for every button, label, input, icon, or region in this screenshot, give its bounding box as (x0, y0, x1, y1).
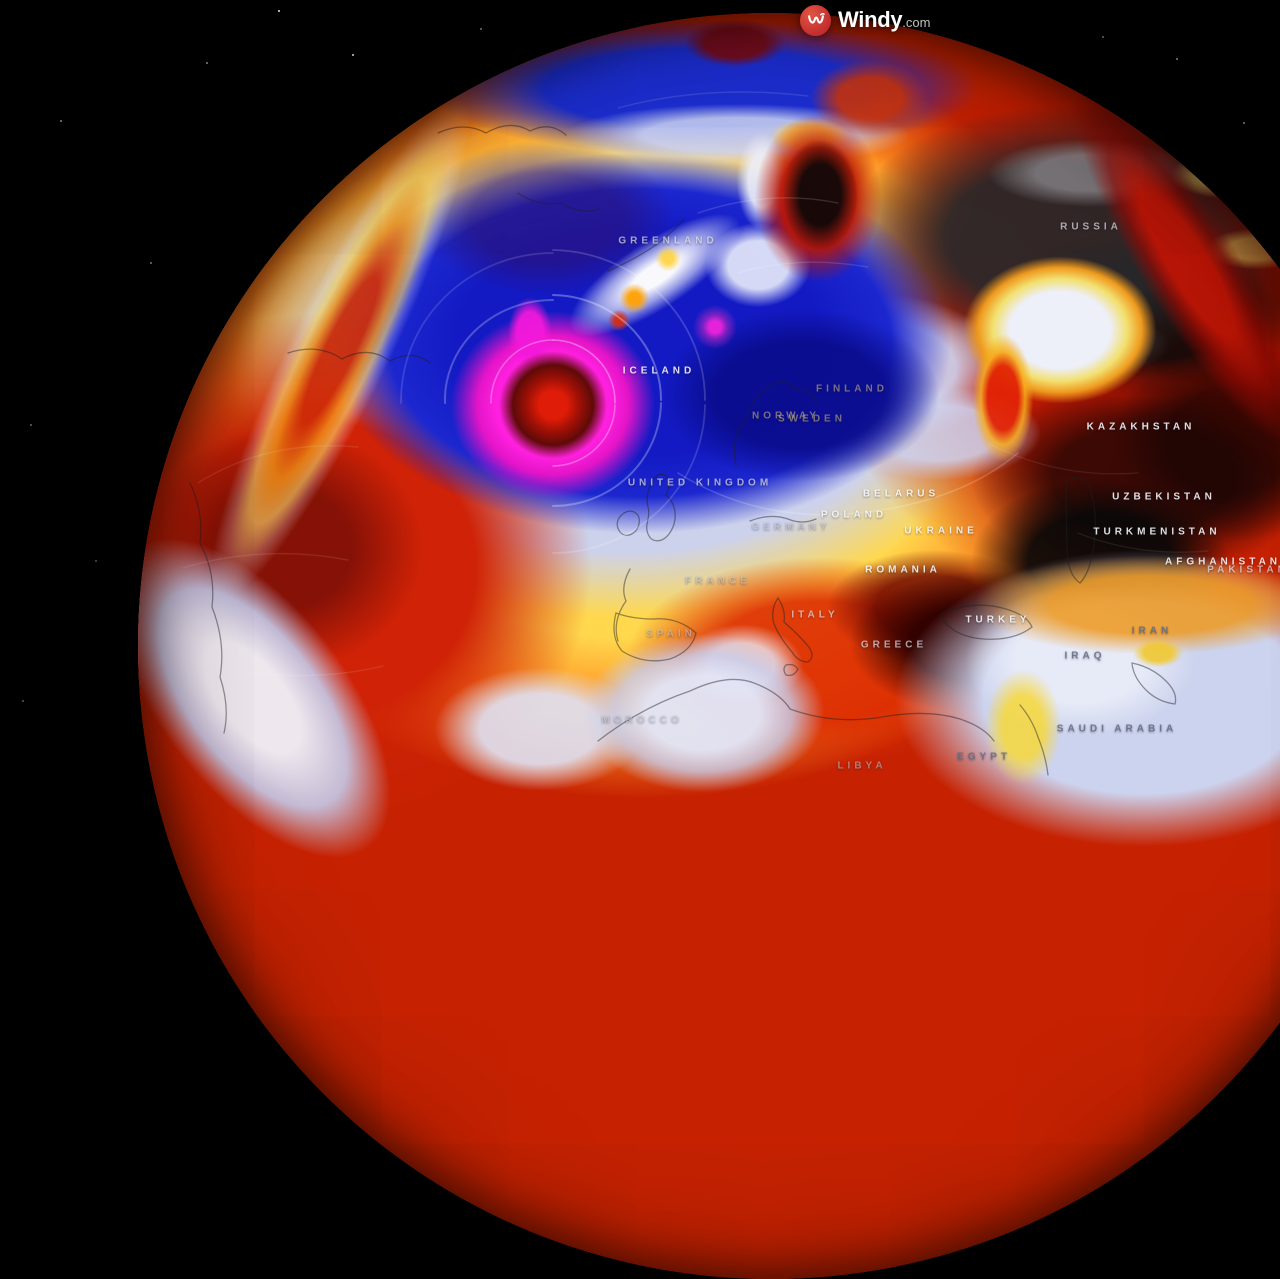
map-label-pakistan: PAKISTAN (1207, 564, 1280, 576)
map-label-turkey: TURKEY (965, 614, 1031, 626)
map-label-poland: POLAND (820, 509, 888, 521)
map-label-belarus: BELARUS (862, 488, 940, 500)
map-label-turkmenistan: TURKMENISTAN (1093, 526, 1221, 538)
map-label-libya: LIBYA (837, 760, 887, 772)
map-label-germany: GERMANY (751, 521, 831, 533)
map-label-italy: ITALY (791, 609, 839, 621)
windy-logo-suffix: .com (902, 15, 931, 30)
map-label-norway: NORWAY (752, 410, 820, 422)
map-label-united-kingdom: UNITED KINGDOM (627, 477, 773, 489)
map-label-iceland: ICELAND (622, 365, 696, 377)
map-label-iraq: IRAQ (1064, 650, 1106, 662)
map-label-greenland: GREENLAND (618, 235, 718, 247)
map-label-france: FRANCE (685, 575, 751, 587)
map-label-sweden: SWEDEN (778, 413, 846, 425)
map-label-finland: FINLAND (816, 383, 888, 395)
stars (0, 0, 2, 2)
windy-swirl-icon (800, 4, 831, 36)
windy-logo[interactable]: Windy .com (800, 3, 930, 37)
map-label-afghanistan: AFGHANISTAN (1164, 556, 1280, 568)
map-label-uzbekistan: UZBEKISTAN (1112, 491, 1216, 503)
map-label-russia: RUSSIA (1060, 221, 1122, 233)
windy-logo-wordmark: Windy .com (838, 7, 930, 33)
map-label-kazakhstan: KAZAKHSTAN (1086, 421, 1196, 433)
map-label-romania: ROMANIA (865, 564, 941, 576)
map-label-spain: SPAIN (646, 628, 696, 640)
map-label-iran: IRAN (1131, 625, 1173, 637)
map-label-egypt: EGYPT (957, 751, 1011, 763)
coastlines (189, 124, 1177, 776)
map-label-saudi-arabia: SAUDI ARABIA (1056, 723, 1178, 735)
map-label-greece: GREECE (860, 639, 928, 651)
map-label-ukraine: UKRAINE (904, 525, 978, 537)
wind-streaks (182, 91, 1209, 677)
coastlines-and-wind-layer (182, 91, 1209, 776)
map-label-morocco: MOROCCO (601, 714, 683, 726)
windy-logo-brand: Windy (838, 7, 903, 32)
map-labels-layer: GREENLAND ICELAND FINLAND NORWAY SWEDEN UNITE… (138, 13, 1280, 1279)
globe-map[interactable]: GREENLAND ICELAND FINLAND NORWAY SWEDEN UNITE… (138, 13, 1280, 1279)
